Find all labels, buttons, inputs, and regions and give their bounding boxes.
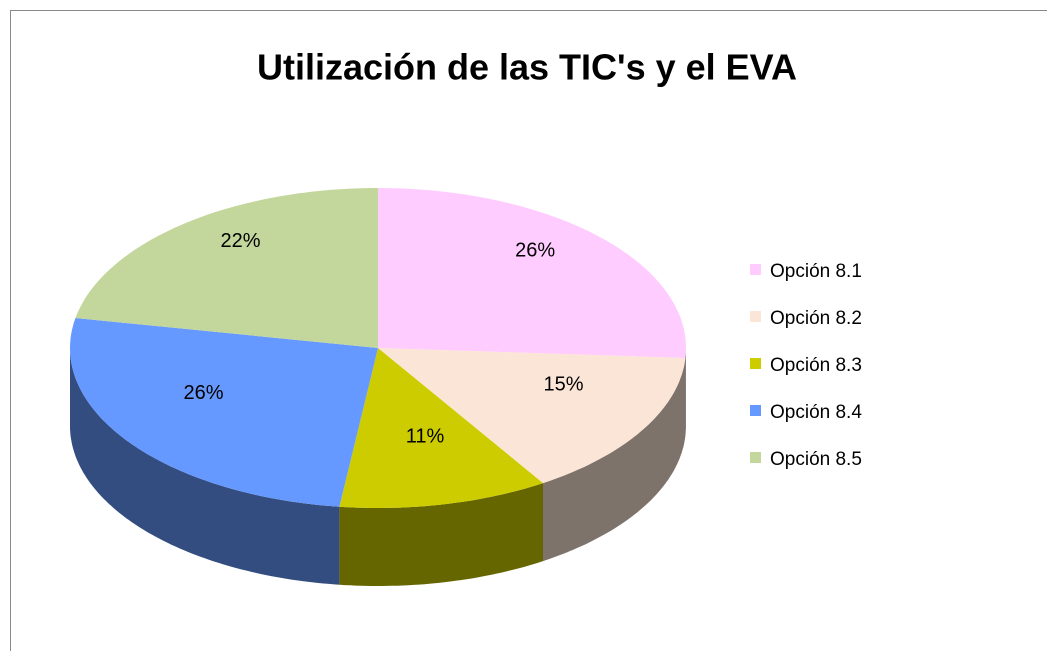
legend-swatch	[750, 358, 761, 369]
data-label: 11%	[406, 426, 445, 448]
data-label: 15%	[544, 373, 584, 395]
chart-title: Utilización de las TIC's y el EVA	[257, 47, 797, 88]
pie-side	[70, 348, 340, 585]
pie-slice	[70, 318, 378, 507]
pie-slice	[339, 348, 543, 508]
legend-swatch	[750, 452, 761, 463]
pie-side	[339, 483, 543, 586]
legend-swatch	[750, 311, 761, 322]
pie-slice	[378, 188, 686, 358]
legend-label: Opción 8.3	[770, 355, 862, 376]
data-label: 26%	[515, 240, 555, 262]
pie-side	[543, 358, 686, 562]
data-label: 22%	[221, 230, 261, 252]
legend-label: Opción 8.5	[770, 449, 862, 470]
pie-slice	[75, 188, 378, 348]
legend-swatch	[750, 405, 761, 416]
pie-side	[685, 348, 686, 436]
legend-label: Opción 8.4	[770, 402, 862, 423]
legend-label: Opción 8.1	[770, 261, 862, 282]
legend-swatch	[750, 264, 761, 275]
data-label: 26%	[184, 382, 224, 404]
pie-slice	[378, 348, 686, 484]
legend-label: Opción 8.2	[770, 308, 862, 329]
